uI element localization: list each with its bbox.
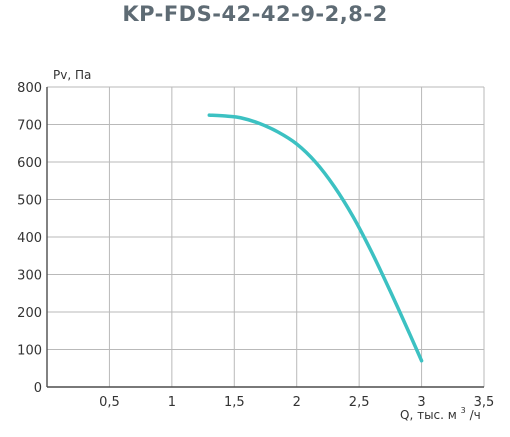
y-tick-label-7: 700 (17, 119, 42, 134)
y-axis-label: Pv, Па (53, 68, 91, 82)
y-tick-label-4: 400 (17, 231, 42, 246)
x-tick-label-5: 3 (417, 395, 425, 410)
y-tick-label-3: 300 (17, 269, 42, 284)
y-tick-label-2: 200 (17, 306, 42, 321)
x-axis-label-superscript: 3 (461, 406, 466, 415)
axes (46, 87, 484, 388)
x-tick-label-1: 1 (168, 395, 176, 410)
y-tick-label-8: 800 (17, 81, 42, 96)
x-tick-label-0: 0,5 (99, 395, 120, 410)
x-tick-label-3: 2 (293, 395, 301, 410)
x-tick-labels: 0,5 1 1,5 2 2,5 3 3,5 (99, 395, 494, 410)
x-tick-label-2: 1,5 (224, 395, 245, 410)
y-tick-labels: 0 100 200 300 400 500 600 700 800 (17, 81, 42, 396)
x-tick-label-6: 3,5 (474, 395, 495, 410)
chart-title: KP-FDS-42-42-9-2,8-2 (122, 2, 388, 26)
series-group (207, 113, 424, 363)
y-tick-label-1: 100 (17, 344, 42, 359)
y-tick-label-5: 500 (17, 194, 42, 209)
y-tick-label-0: 0 (34, 381, 42, 396)
x-tick-label-4: 2,5 (349, 395, 370, 410)
x-axis-label: Q, тыс. м 3 /ч (400, 402, 481, 422)
x-axis-label-main: Q, тыс. м (400, 408, 457, 422)
series-line-0 (207, 113, 424, 363)
x-axis-label-tail: /ч (470, 408, 481, 422)
y-tick-label-6: 600 (17, 156, 42, 171)
